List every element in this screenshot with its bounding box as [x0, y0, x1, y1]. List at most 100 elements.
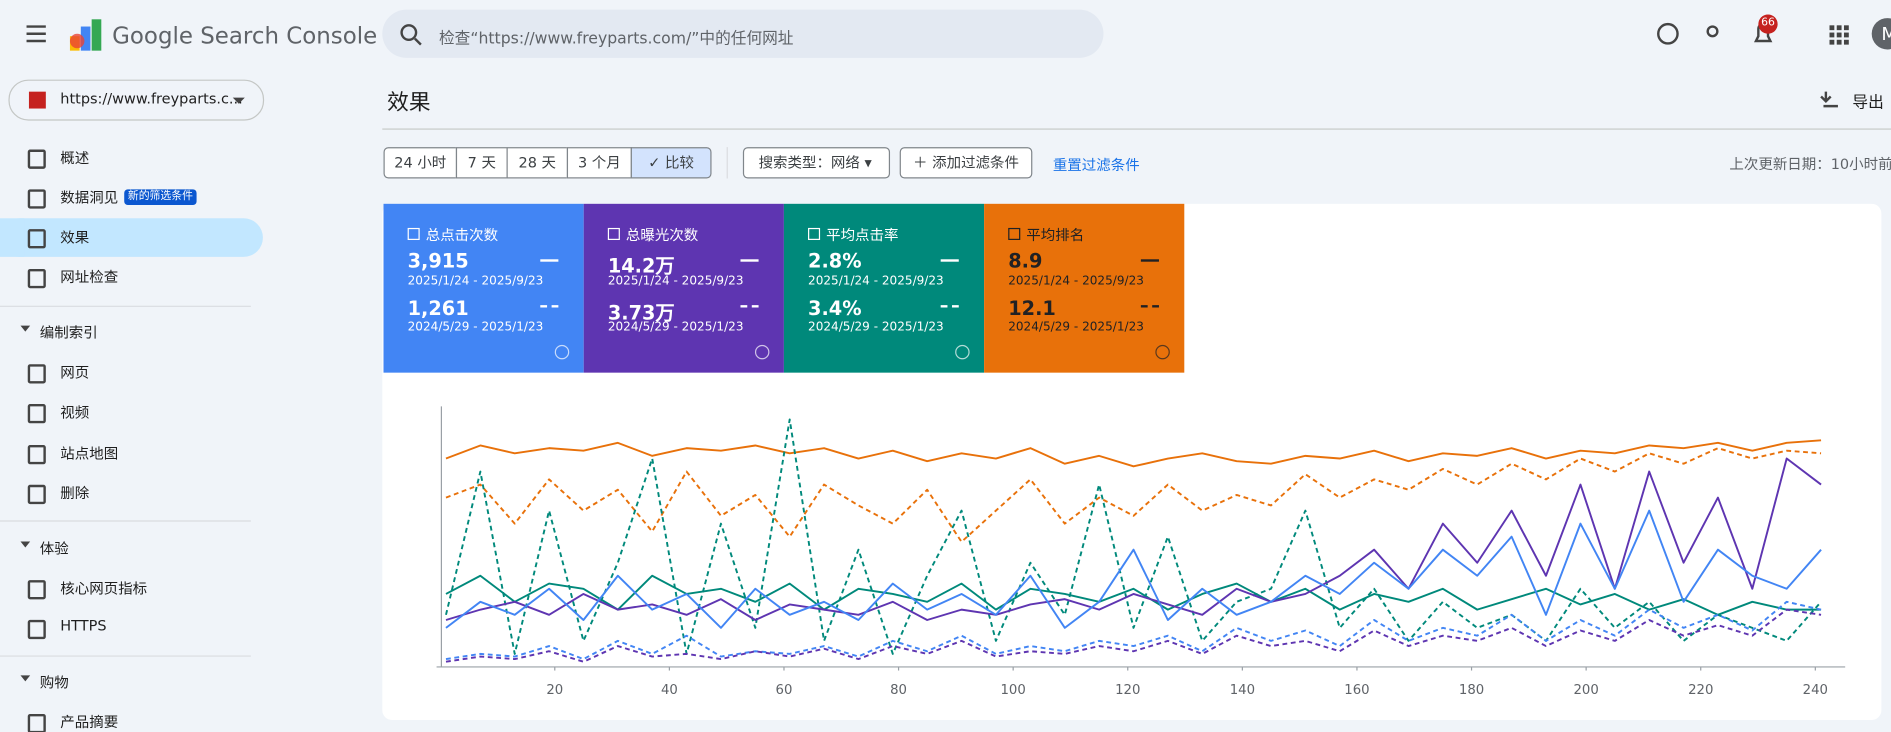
nav-item[interactable]: 产品摘要 [60, 713, 119, 731]
nav-item[interactable]: 核心网页指标 [60, 580, 148, 597]
range-label: 24 小时 [394, 154, 447, 172]
section-caret [20, 675, 31, 682]
range-label: 7 天 [467, 154, 496, 172]
search-type[interactable]: 搜索类型：网络 ▾ [742, 147, 891, 179]
previous-line [1140, 305, 1159, 308]
x-tick-label: 80 [890, 683, 907, 698]
nav-icon [27, 189, 46, 209]
metric-card[interactable]: 总点击次数 3,915 2025/1/24 - 2025/9/23 1,261 2024… [383, 203, 584, 373]
nav-item[interactable]: 数据洞见 [60, 189, 119, 207]
nav-item[interactable]: 概述 [60, 149, 90, 167]
metric-card[interactable]: 平均排名 8.9 2025/1/24 - 2025/9/23 12.1 2024/5/2… [984, 203, 1185, 373]
x-tick-label: 20 [546, 683, 563, 698]
section-title[interactable]: 购物 [39, 674, 69, 692]
section-title[interactable]: 编制索引 [39, 324, 98, 342]
search-type-label: 搜索类型：网络 [758, 154, 860, 172]
nav-item[interactable]: 网页 [60, 364, 90, 382]
x-tick-label: 140 [1230, 683, 1255, 698]
current-line [540, 259, 559, 262]
metric-card[interactable]: 平均点击率 2.8% 2025/1/24 - 2025/9/23 3.4% 2024/5… [783, 203, 985, 373]
card-prev-value: 3.73万 [607, 301, 675, 325]
export-button[interactable]: 导出 [1852, 94, 1884, 113]
section-title[interactable]: 体验 [39, 540, 69, 558]
card-range: 2025/1/24 - 2025/9/23 [607, 274, 744, 289]
x-tick-label: 200 [1573, 683, 1598, 698]
card-range: 2025/1/24 - 2025/9/23 [407, 274, 544, 289]
series-line [445, 439, 1822, 468]
nav-item[interactable]: 删除 [60, 484, 90, 502]
help-icon [955, 344, 970, 360]
search-box[interactable]: 检查“https://www.freyparts.com/”中的任何网址 [438, 30, 794, 49]
nav-icon [27, 713, 46, 732]
nav-item[interactable]: 网址检查 [60, 268, 119, 286]
previous-line [540, 305, 559, 308]
current-line [940, 259, 959, 262]
notification-count[interactable]: 66 [1761, 16, 1775, 29]
nav-icon [27, 149, 46, 169]
section-caret [20, 541, 31, 548]
nav-icon [27, 580, 46, 600]
add-filter[interactable]: ＋ 添加过滤条件 [899, 147, 1033, 179]
product-name: Google Search Console [112, 22, 378, 50]
x-tick-label: 220 [1688, 683, 1713, 698]
current-line [1140, 259, 1159, 262]
help-icon [1155, 344, 1170, 360]
page-title: 效果 [387, 90, 431, 116]
card-value: 2.8% [808, 249, 862, 273]
range-button[interactable]: 3 个月 [566, 147, 632, 179]
nav-icon [27, 619, 46, 640]
series-line [445, 608, 1822, 663]
card-prev-range: 2024/5/29 - 2025/1/23 [1008, 320, 1144, 335]
series-line [445, 600, 1822, 661]
nav-icon [27, 268, 46, 289]
help-icon [754, 344, 770, 360]
nav-item[interactable]: 视频 [60, 404, 90, 421]
add-filter-label: 添加过滤条件 [932, 154, 1019, 172]
reset-filters[interactable]: 重置过滤条件 [1052, 156, 1140, 174]
previous-line [940, 305, 959, 308]
x-tick-label: 100 [1001, 683, 1026, 698]
card-prev-range: 2024/5/29 - 2025/1/23 [407, 320, 544, 335]
x-tick-label: 240 [1803, 683, 1828, 698]
section-caret [20, 325, 31, 332]
updated-date: 上次更新日期：10小时前 [1729, 155, 1891, 173]
card-prev-value: 1,261 [407, 296, 469, 320]
x-tick-label: 160 [1344, 683, 1369, 698]
nav-icon [27, 364, 46, 384]
series-line [445, 447, 1822, 543]
card-prev-range: 2024/5/29 - 2025/1/23 [607, 320, 744, 335]
card-label: 平均排名 [1026, 226, 1085, 244]
avatar[interactable]: M [1881, 23, 1891, 45]
card-value: 3,915 [407, 249, 469, 273]
nav-icon [27, 445, 46, 465]
x-tick-label: 40 [661, 683, 678, 698]
card-value: 14.2万 [607, 254, 675, 278]
nav-item[interactable]: 效果 [60, 229, 90, 247]
nav-item[interactable]: HTTPS [60, 617, 107, 635]
card-prev-range: 2024/5/29 - 2025/1/23 [808, 320, 944, 335]
property-selector[interactable]: https://www.freyparts.c... [60, 90, 243, 108]
nav-item[interactable]: 站点地图 [60, 445, 119, 462]
range-button[interactable]: 28 天 [506, 147, 569, 179]
x-tick-label: 60 [776, 683, 793, 698]
metric-card[interactable]: 总曝光次数 14.2万 2025/1/24 - 2025/9/23 3.73万 2024… [583, 203, 784, 373]
previous-line [740, 305, 759, 308]
checkbox [808, 227, 821, 240]
card-prev-value: 12.1 [1008, 296, 1056, 320]
x-tick-label: 120 [1115, 683, 1140, 698]
range-button[interactable]: 24 小时 [383, 147, 458, 179]
card-label: 总曝光次数 [625, 226, 699, 244]
card-prev-value: 3.4% [808, 296, 862, 320]
nav-icon [27, 229, 46, 249]
nav-icon [27, 404, 46, 424]
series-line [445, 418, 1822, 655]
range-button[interactable]: ✓ 比较 [630, 147, 712, 179]
nav-icon [27, 484, 46, 505]
series-line [445, 509, 1822, 629]
card-range: 2025/1/24 - 2025/9/23 [808, 274, 944, 289]
card-label: 总点击次数 [425, 226, 499, 244]
nav-badge: 新的筛选条件 [124, 189, 197, 206]
x-tick-label: 180 [1459, 683, 1484, 698]
